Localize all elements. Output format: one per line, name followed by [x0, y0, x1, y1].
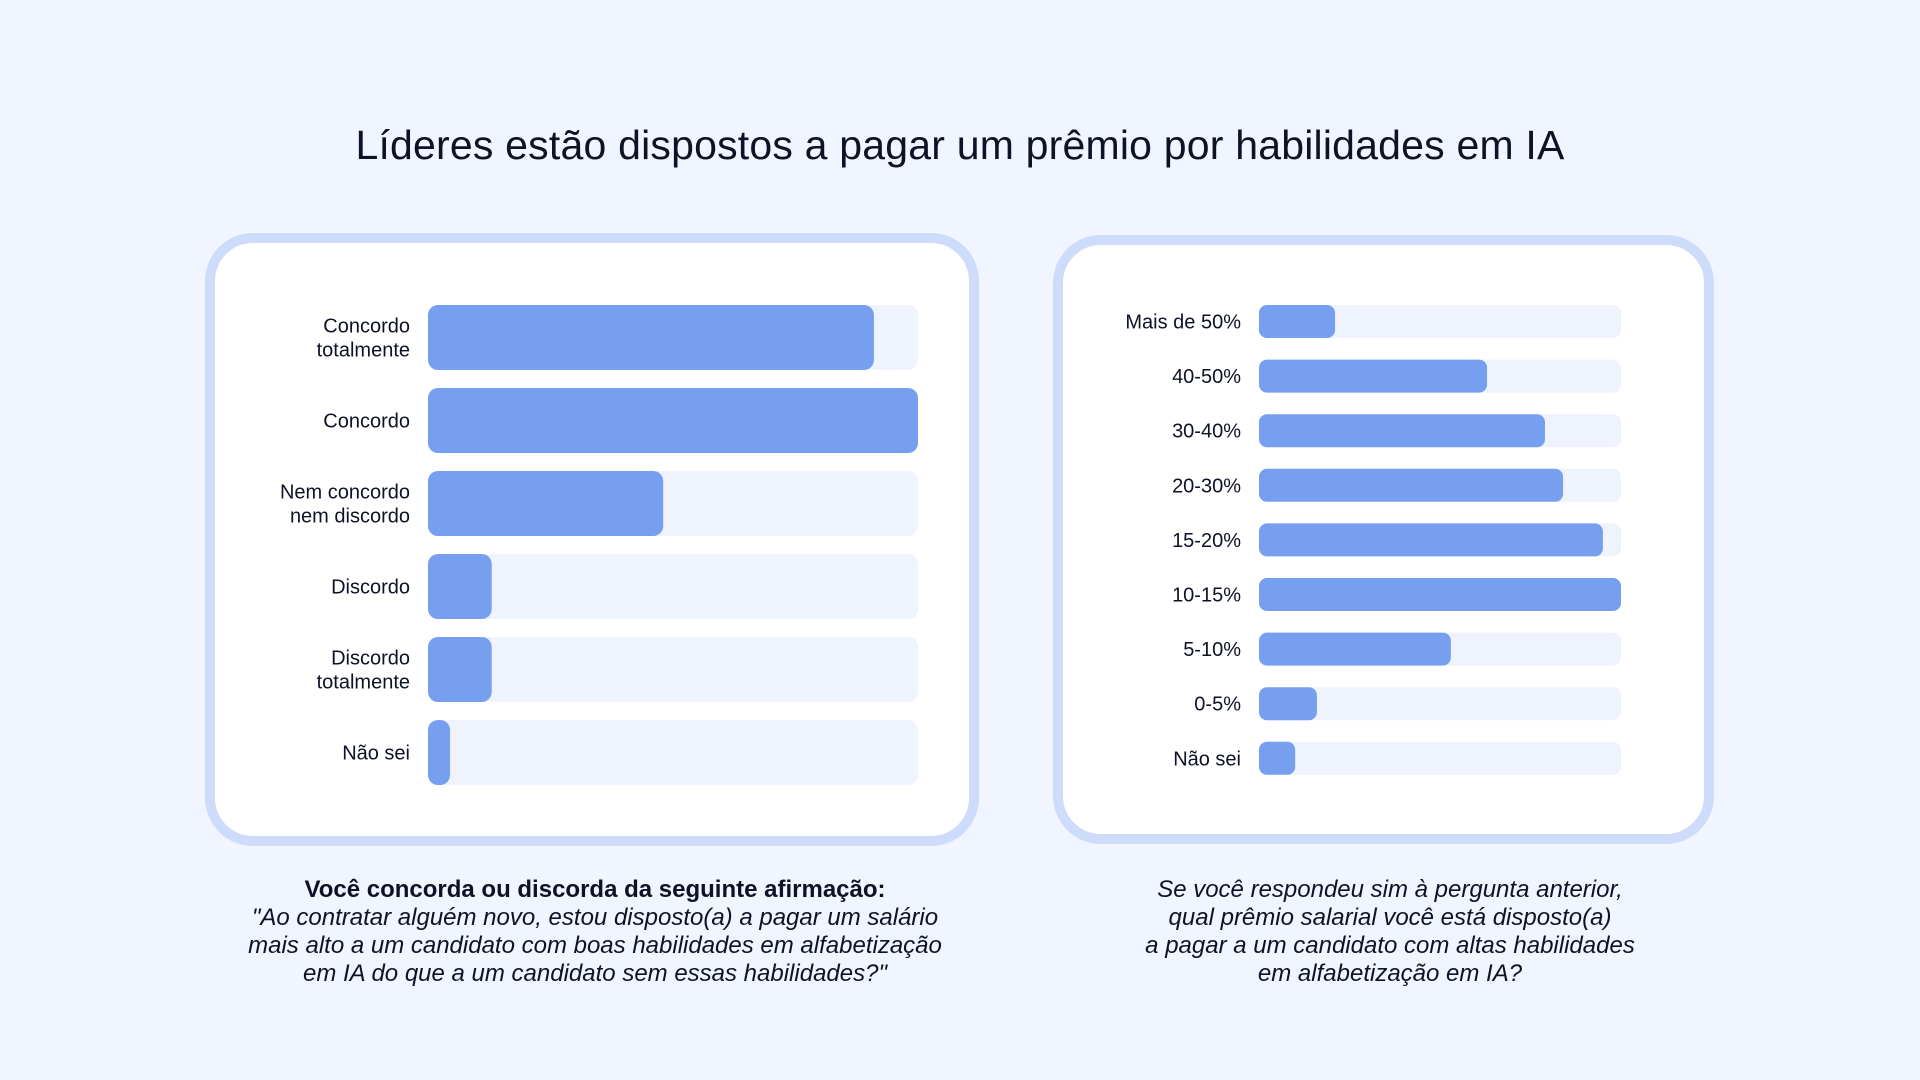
category-label: 5-10%	[1183, 639, 1241, 661]
bar-4	[428, 637, 492, 702]
category-label: Discordo totalmente	[317, 648, 410, 694]
category-label: Concordo totalmente	[317, 316, 410, 362]
bar-4	[1259, 523, 1603, 557]
category-label-line: nem discordo	[290, 506, 410, 528]
category-label-line: 15-20%	[1172, 530, 1241, 552]
bar-0	[428, 305, 874, 370]
category-label: Não sei	[342, 743, 410, 765]
category-label: 30-40%	[1172, 421, 1241, 443]
bar-2	[1259, 414, 1545, 448]
bar-5	[1259, 578, 1621, 611]
bar-3	[428, 554, 492, 619]
page-title: Líderes estão dispostos a pagar um prêmi…	[355, 122, 1565, 168]
bar-track	[1259, 741, 1621, 775]
category-label: Concordo	[323, 411, 410, 433]
category-label-line: Não sei	[342, 743, 410, 765]
bar-8	[1259, 741, 1296, 775]
category-label: Não sei	[1173, 748, 1241, 770]
category-label: Mais de 50%	[1125, 312, 1241, 334]
category-label: 20-30%	[1172, 475, 1241, 497]
category-label-line: Discordo	[331, 648, 410, 670]
bar-1	[428, 388, 918, 453]
agreement-question-statement: "Ao contratar alguém novo, estou dispost…	[248, 904, 942, 987]
category-label-line: Nem concordo	[280, 482, 410, 504]
category-label-line: Não sei	[1173, 748, 1241, 770]
bar-track	[428, 637, 918, 702]
category-label-line: 20-30%	[1172, 475, 1241, 497]
bar-1	[1259, 359, 1488, 393]
bar-track	[1259, 687, 1621, 721]
category-label-line: 30-40%	[1172, 421, 1241, 443]
bar-0	[1259, 305, 1336, 338]
category-label: 0-5%	[1194, 694, 1241, 716]
bar-track	[428, 720, 918, 785]
bar-2	[428, 471, 664, 536]
category-label: 40-50%	[1172, 366, 1241, 388]
agreement-question-caption: Você concorda ou discorda da seguinte af…	[200, 876, 990, 988]
agreement-question-lead: Você concorda ou discorda da seguinte af…	[304, 876, 886, 903]
bar-3	[1259, 468, 1564, 502]
category-label-line: Concordo	[323, 411, 410, 433]
bar-6	[1259, 632, 1451, 666]
category-label-line: Concordo	[323, 316, 410, 338]
premium-question-caption: Se você respondeu sim à pergunta anterio…	[1060, 876, 1720, 988]
category-label-line: 5-10%	[1183, 639, 1241, 661]
category-label-line: Mais de 50%	[1125, 312, 1241, 334]
category-label-line: 40-50%	[1172, 366, 1241, 388]
category-label: 15-20%	[1172, 530, 1241, 552]
bar-track	[428, 554, 918, 619]
bar-track	[1259, 305, 1621, 338]
premium-bar-chart: Mais de 50% 40-50% 30-40% 20-30% 15-20% 10-15…	[1125, 305, 1621, 775]
bar-5	[428, 720, 451, 785]
premium-question-text: Se você respondeu sim à pergunta anterio…	[1145, 876, 1635, 987]
category-label-line: 10-15%	[1172, 585, 1241, 607]
category-label-line: totalmente	[317, 672, 410, 694]
category-label-line: 0-5%	[1194, 694, 1241, 716]
bar-7	[1259, 687, 1317, 721]
category-label: Discordo	[331, 577, 410, 599]
category-label-line: Discordo	[331, 577, 410, 599]
category-label: 10-15%	[1172, 585, 1241, 607]
category-label: Nem concordo nem discordo	[280, 482, 410, 528]
category-label-line: totalmente	[317, 340, 410, 362]
